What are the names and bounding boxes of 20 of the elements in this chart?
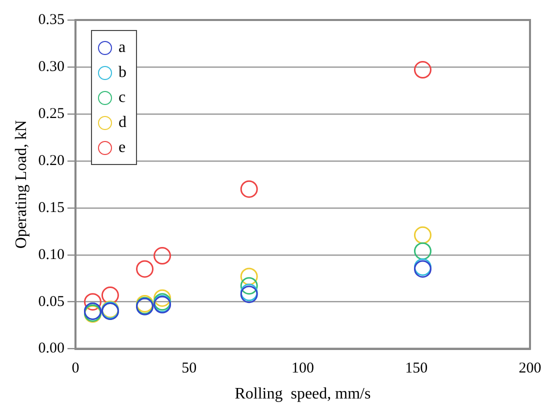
x-tick-label: 50 xyxy=(182,360,197,377)
y-tick-label: 0.00 xyxy=(38,340,64,357)
x-tick-label: 100 xyxy=(291,360,314,377)
y-tick-label: 0.15 xyxy=(38,200,64,216)
y-tick-label: 0.35 xyxy=(38,12,64,28)
legend-label: e xyxy=(118,138,126,156)
legend-label: a xyxy=(118,38,126,56)
x-tick-label: 0 xyxy=(72,360,80,377)
legend-label: d xyxy=(118,114,126,132)
y-tick-label: 0.10 xyxy=(38,246,64,263)
x-tick-label: 150 xyxy=(405,360,428,377)
x-tick-label: 200 xyxy=(518,360,542,377)
legend-label: b xyxy=(118,64,126,82)
y-tick-label: 0.05 xyxy=(38,294,64,310)
y-axis-title: Operating Load, kN xyxy=(12,120,30,249)
y-tick-label: 0.25 xyxy=(38,106,64,122)
x-axis-title: Rolling speed, mm/s xyxy=(234,386,371,403)
y-tick-label: 0.20 xyxy=(38,152,64,169)
legend-label: c xyxy=(118,88,126,106)
y-tick-label: 0.30 xyxy=(38,58,64,75)
